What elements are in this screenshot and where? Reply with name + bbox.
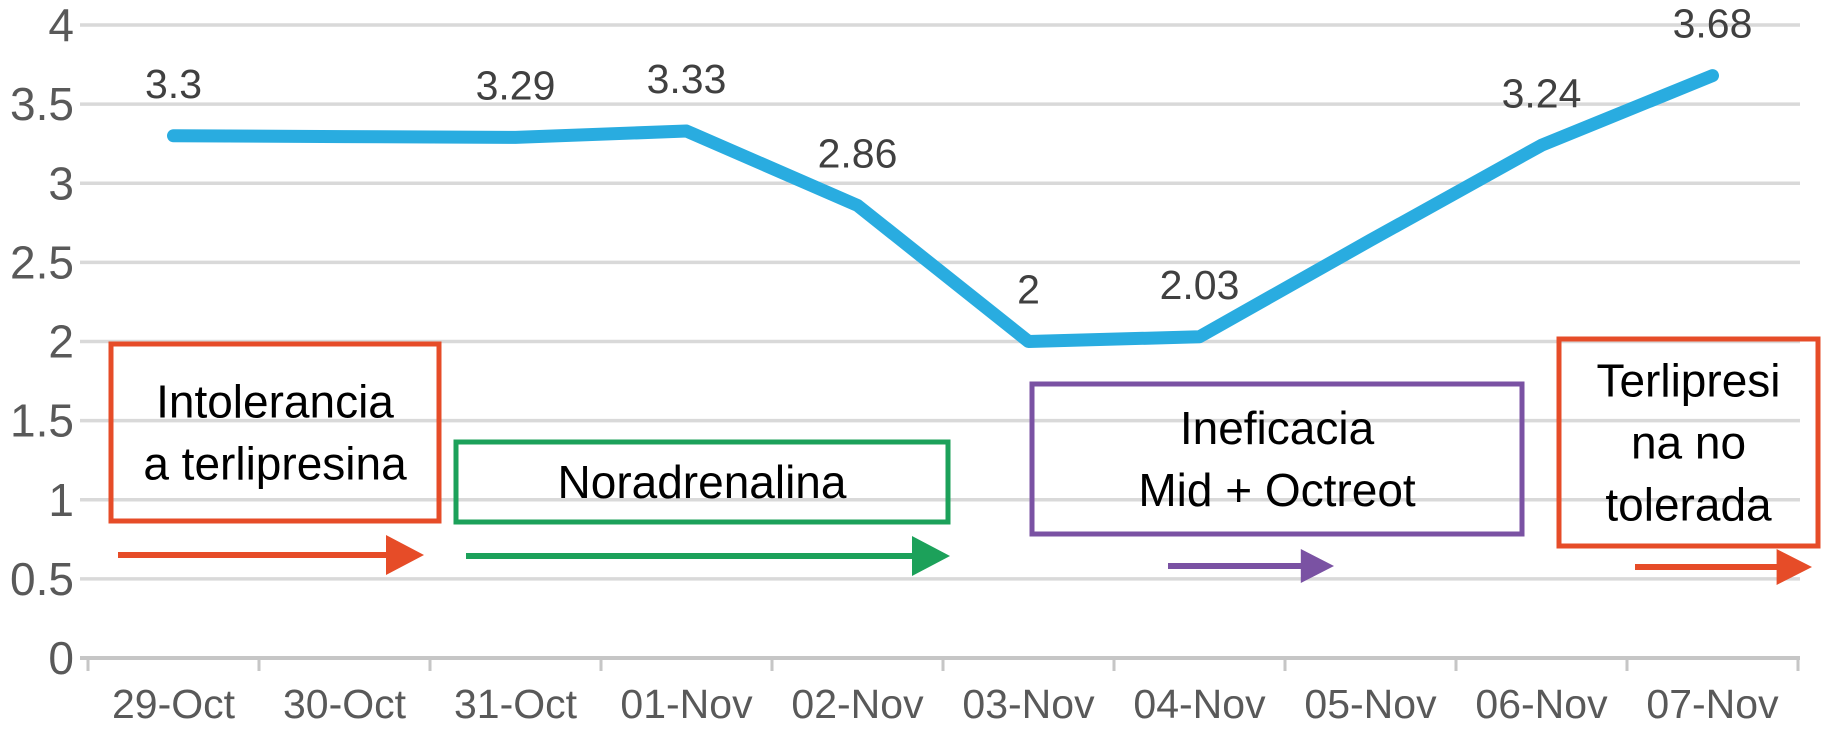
annotation-text-intolerancia-terlipresina: a terlipresina [143, 438, 407, 490]
y-tick-label: 1.5 [10, 395, 74, 447]
x-tick-label: 30-Oct [283, 681, 407, 727]
annotation-box-intolerancia-terlipresina [108, 341, 442, 524]
data-label: 3.68 [1673, 1, 1753, 47]
series-line [167, 69, 1719, 348]
x-tick-label: 05-Nov [1304, 681, 1437, 727]
data-label: 3.24 [1502, 70, 1582, 116]
x-tick-label: 02-Nov [791, 681, 924, 727]
y-tick-label: 2.5 [10, 236, 74, 288]
annotation-box-ineficacia-mid-octreot [1029, 381, 1525, 537]
y-tick-label: 2 [48, 316, 74, 368]
x-tick-label: 01-Nov [620, 681, 753, 727]
data-label: 3.3 [145, 61, 202, 107]
annotation-arrow-head-terlipresina-no-tolerada [1776, 549, 1812, 585]
annotation-text-terlipresina-no-tolerada: tolerada [1605, 479, 1772, 531]
y-tick-label: 3 [48, 157, 74, 209]
x-tick-label: 04-Nov [1133, 681, 1266, 727]
annotation-box-noradrenalina [453, 439, 951, 525]
annotation-box-terlipresina-no-tolerada [1556, 336, 1821, 549]
y-tick-label: 4 [48, 0, 74, 51]
x-tick-label: 06-Nov [1475, 681, 1608, 727]
annotation-text-intolerancia-terlipresina: Intolerancia [156, 376, 394, 428]
x-tick-label: 07-Nov [1646, 681, 1779, 727]
annotation-arrow-head-ineficacia-mid-octreot [1300, 549, 1334, 583]
data-label: 3.29 [476, 62, 556, 108]
annotation-text-ineficacia-mid-octreot: Mid + Octreot [1138, 464, 1416, 516]
data-label: 2.86 [818, 130, 898, 176]
x-tick-label: 29-Oct [112, 681, 236, 727]
y-tick-label: 0.5 [10, 553, 74, 605]
y-tick-label: 0 [48, 632, 74, 684]
x-tick-label: 03-Nov [962, 681, 1095, 727]
annotation-arrow-head-noradrenalina [912, 536, 950, 576]
y-tick-label: 1 [48, 474, 74, 526]
annotation-text-terlipresina-no-tolerada: Terlipresi [1596, 355, 1780, 407]
data-label: 2 [1017, 267, 1040, 313]
annotation-text-noradrenalina: Noradrenalina [558, 456, 847, 508]
annotation-arrow-head-intolerancia-terlipresina [386, 535, 424, 575]
annotation-text-ineficacia-mid-octreot: Ineficacia [1180, 402, 1375, 454]
y-tick-label: 3.5 [10, 78, 74, 130]
data-label: 2.03 [1160, 262, 1240, 308]
x-tick-label: 31-Oct [454, 681, 578, 727]
annotation-text-terlipresina-no-tolerada: na no [1631, 417, 1746, 469]
data-label: 3.33 [647, 56, 727, 102]
